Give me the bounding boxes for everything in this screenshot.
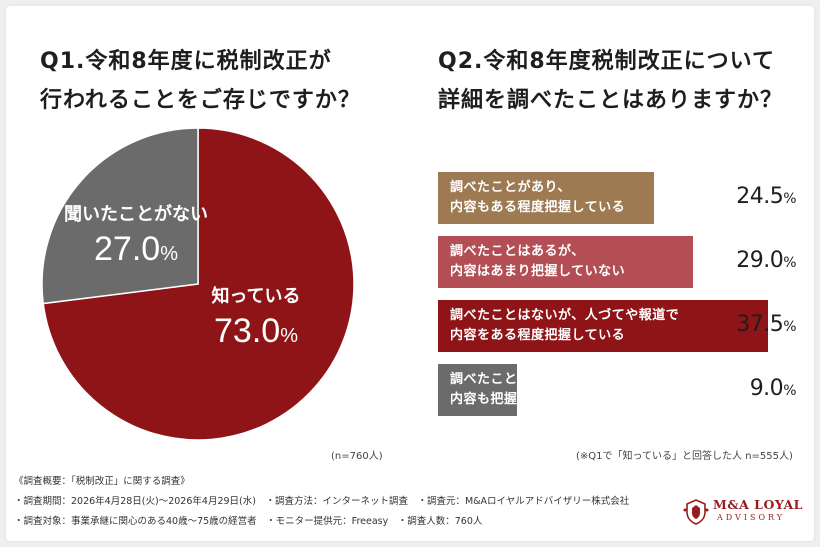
pie-slice-label: 知っている [211, 285, 300, 307]
bar-value-label: 37.5% [736, 312, 796, 337]
bar-value-label: 29.0% [736, 248, 796, 273]
q1-pie-chart: 知っている 73.0% 聞いたことがない 27.0% [41, 127, 355, 441]
bar-row: 調べたことがあり、 内容もある程度把握している 24.5% [438, 172, 808, 224]
survey-overview-heading: 《調査概要：「税制改正」に関する調査》 [14, 476, 190, 487]
bar [438, 172, 654, 224]
bar-category-label: 調べたことはなく、 内容も把握していない [450, 372, 585, 407]
q1-sample-note: (n=760人) [331, 451, 383, 462]
bar-category-label: 調べたことがあり、 内容もある程度把握している [450, 180, 626, 215]
q2-title: Q2.令和8年度税制改正について 詳細を調べたことはありますか？ [438, 49, 784, 113]
q2-sample-note: (※Q1で「知っている」と回答した人 n=555人) [576, 451, 793, 462]
bar-category-label: 調べたことはあるが、 内容はあまり把握していない [450, 244, 626, 279]
bar-value-label: 24.5% [736, 184, 796, 209]
pie-slice-label: 聞いたことがない [64, 203, 208, 225]
survey-target-line: ・調査対象：事業承継に関心のある40歳〜75歳の経営者 ・モニター提供元：Fre… [14, 516, 483, 527]
logo-subtitle: ADVISORY [717, 513, 786, 522]
survey-details-line: ・調査期間：2026年4月28日(火)〜2026年4月29日(水) ・調査方法：… [14, 496, 630, 507]
pie-slice-value: 27.0% [94, 230, 178, 268]
logo-name: M&A LOYAL [713, 497, 803, 512]
bar-category-label: 調べたことはないが、人づてや報道で 内容をある程度把握している [450, 308, 680, 343]
q1-title: Q1.令和8年度に税制改正が 行われることをご存じですか？ [40, 49, 361, 113]
bar-row: 調べたことはないが、人づてや報道で 内容をある程度把握している 37.5% [438, 300, 808, 352]
crest-icon [683, 499, 709, 525]
bar-value-label: 9.0% [749, 376, 797, 401]
pie-slice [41, 127, 199, 305]
bar-row: 調べたことはあるが、 内容はあまり把握していない 29.0% [438, 236, 808, 288]
bar [438, 364, 517, 416]
pie-slice-value: 73.0% [214, 312, 298, 350]
bar [438, 236, 693, 288]
bar [438, 300, 768, 352]
bar-row: 調べたことはなく、 内容も把握していない 9.0% [438, 364, 808, 416]
company-logo: M&A LOYAL ADVISORY [683, 496, 813, 530]
